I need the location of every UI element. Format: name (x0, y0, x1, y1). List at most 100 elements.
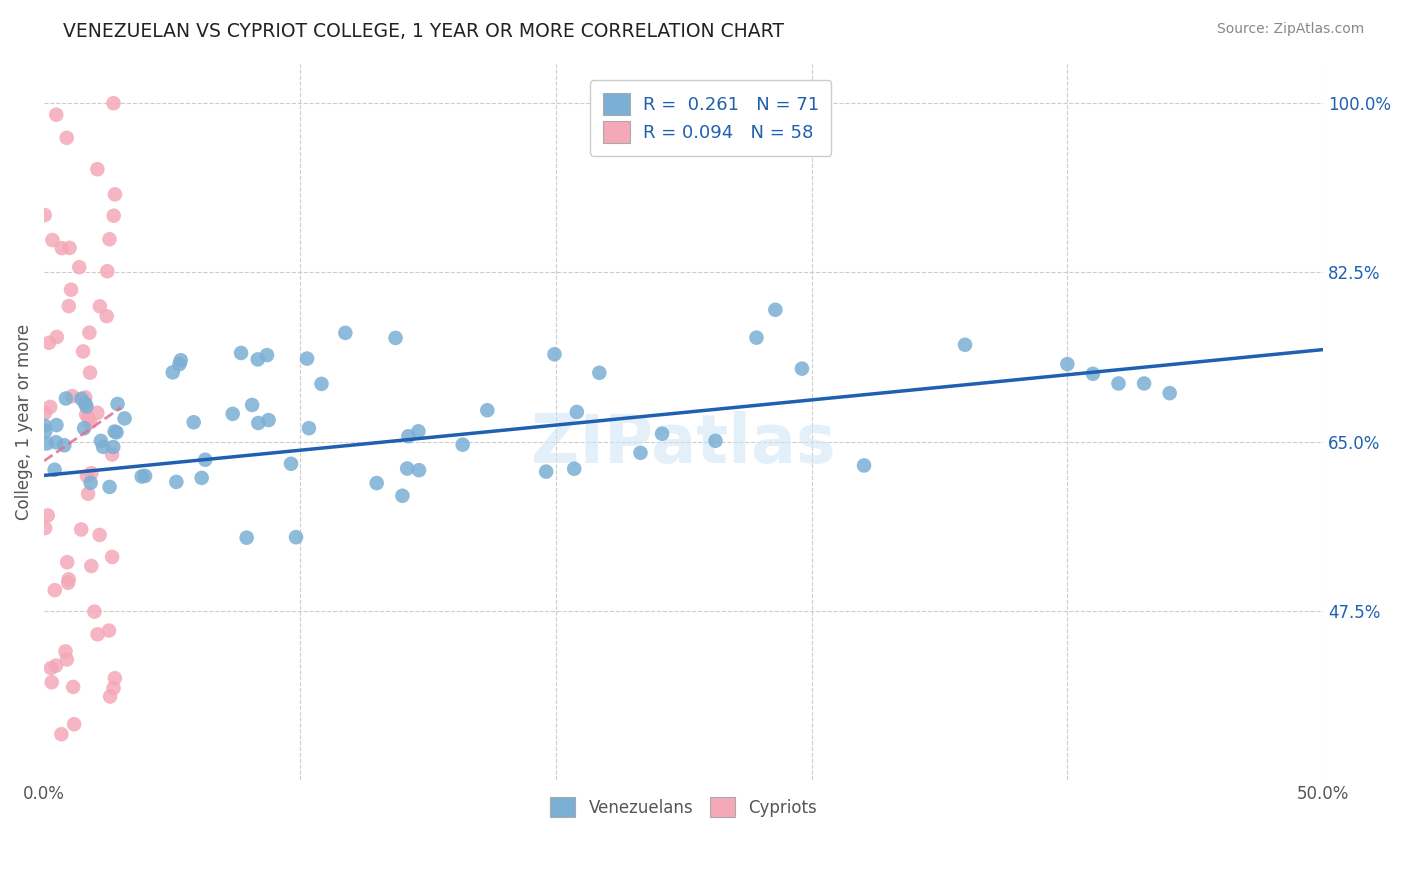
Point (56, 555, 79, 569)
Point (103, 96, 125, 111)
Point (105, 425, 128, 440)
Point (630, 446, 652, 460)
Point (295, 351, 318, 366)
Point (183, 415, 205, 429)
Point (67, 260, 90, 275)
Point (37, 508, 59, 523)
Point (34, 406, 56, 420)
Point (62, 680, 84, 694)
Point (55, 392, 77, 406)
Point (79, 415, 101, 429)
Point (76, 469, 98, 483)
Point (745, 330, 768, 344)
Point (39, 400, 62, 414)
Point (83, 605, 105, 619)
Point (51, 241, 73, 255)
Point (86, 627, 108, 641)
Point (96, 264, 118, 278)
Point (169, 357, 191, 371)
Point (41, 233, 63, 247)
Point (80, 559, 103, 574)
Point (396, 429, 419, 443)
Point (704, 434, 727, 448)
Point (408, 425, 430, 439)
Point (101, 549, 124, 564)
Point (103, 209, 125, 223)
Point (97, 624, 120, 638)
Point (1081, 367, 1104, 381)
Point (562, 461, 585, 475)
Point (366, 476, 388, 491)
Point (75, 408, 97, 422)
Point (953, 337, 976, 351)
Point (45, 418, 67, 433)
Point (90, 434, 112, 448)
Point (45, 330, 67, 344)
Point (89, 528, 111, 542)
Point (565, 405, 588, 419)
Point (104, 187, 127, 202)
Point (58, 299, 80, 313)
Point (55, 644, 77, 658)
Point (543, 347, 565, 361)
Legend: Venezuelans, Cypriots: Venezuelans, Cypriots (541, 789, 825, 826)
Point (298, 421, 321, 435)
Point (75, 396, 97, 410)
Point (35, 436, 58, 450)
Point (56, 575, 79, 590)
Point (391, 489, 413, 503)
Point (79, 475, 101, 490)
Point (45, 658, 67, 673)
Point (56, 652, 79, 666)
Point (790, 361, 813, 376)
Point (53, 438, 76, 452)
Point (34, 425, 56, 439)
Point (408, 463, 430, 477)
Y-axis label: College, 1 year or more: College, 1 year or more (15, 324, 32, 520)
Point (221, 407, 243, 421)
Text: Source: ZipAtlas.com: Source: ZipAtlas.com (1216, 22, 1364, 37)
Point (101, 448, 124, 462)
Point (89, 299, 111, 313)
Point (45, 435, 67, 450)
Text: ZIPatlas: ZIPatlas (531, 410, 837, 476)
Point (257, 413, 280, 427)
Point (1108, 376, 1130, 391)
Point (55, 130, 77, 145)
Point (75, 391, 97, 405)
Point (38, 335, 60, 350)
Point (96, 309, 118, 323)
Point (60, 389, 83, 403)
Point (134, 468, 156, 483)
Point (280, 457, 302, 471)
Point (34, 208, 56, 222)
Point (58, 572, 80, 586)
Point (190, 471, 212, 485)
Point (72, 344, 94, 359)
Point (70, 523, 93, 537)
Point (240, 398, 263, 412)
Point (853, 458, 876, 473)
Point (165, 475, 187, 489)
Point (104, 425, 127, 439)
Point (32, 418, 55, 433)
Point (86, 162, 108, 177)
Point (1056, 357, 1078, 371)
Point (170, 353, 193, 368)
Point (77, 411, 100, 425)
Point (588, 366, 610, 380)
Point (98, 690, 121, 704)
Point (76, 400, 98, 414)
Point (1133, 376, 1156, 391)
Point (98, 232, 121, 246)
Point (763, 302, 786, 317)
Point (79, 326, 101, 340)
Point (39, 661, 62, 675)
Point (451, 438, 474, 452)
Point (229, 346, 252, 360)
Point (58, 241, 80, 255)
Point (384, 331, 406, 345)
Point (80, 467, 103, 481)
Point (91, 440, 114, 454)
Point (131, 469, 153, 483)
